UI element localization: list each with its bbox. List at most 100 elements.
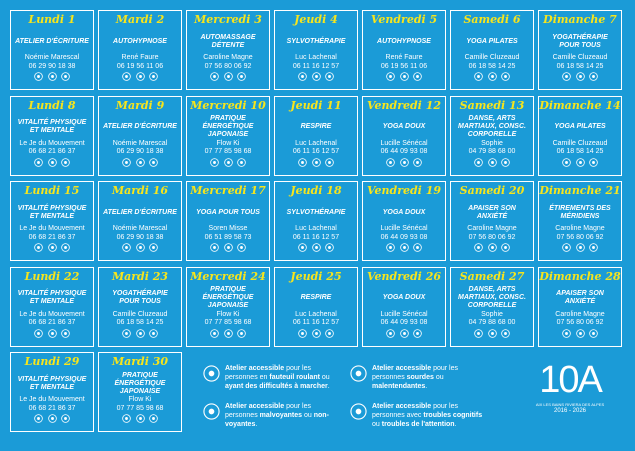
day-title: Lundi 1 xyxy=(28,13,76,26)
phone: 06 11 16 12 57 xyxy=(292,62,340,70)
day-card: Samedi 20 APAISER SON ANXIÉTÉ Caroline Mag… xyxy=(450,181,534,261)
day-title: Jeudi 18 xyxy=(290,184,342,197)
host-name: Le Je du Mouvement xyxy=(19,310,85,318)
phone: 07 77 85 98 68 xyxy=(116,404,164,412)
host-name: Caroline Magne xyxy=(555,225,605,232)
host-name: Camille Cluzeaud xyxy=(552,139,608,147)
legend-item: Atelier accessible pour les personnes so… xyxy=(350,364,485,391)
activity: YOGA PILATES xyxy=(466,37,518,45)
phone: 06 51 89 58 73 xyxy=(204,233,252,241)
accessibility-icons xyxy=(363,239,445,257)
day-title: Mardi 16 xyxy=(111,184,169,197)
phone: 06 68 21 86 37 xyxy=(28,404,76,412)
accessibility-icons xyxy=(363,154,445,172)
phone: 06 18 58 14 25 xyxy=(556,62,604,70)
accessibility-icons xyxy=(99,68,181,86)
phone: 06 11 16 12 57 xyxy=(292,148,340,155)
accessibility-icons xyxy=(11,68,93,86)
day-card: Mardi 2 AUTOHYPNOSE René Faure 06 19 56 11 … xyxy=(98,10,182,90)
host-name: René Faure xyxy=(385,54,423,61)
host-name: Luc Lachenal xyxy=(295,139,337,147)
legend-item: Atelier accessible pour les personnes en… xyxy=(203,364,338,391)
legend-text: . xyxy=(425,383,428,390)
accessibility-icons xyxy=(187,68,269,86)
day-card: Mercredi 3 AUTOMASSAGE DÉTENTE Caroline Ma… xyxy=(186,10,270,90)
day-title: Mardi 23 xyxy=(111,269,169,283)
host-name: Flow Ki xyxy=(216,139,240,147)
host-name: Caroline Magne xyxy=(203,54,253,61)
day-card: Dimanche 7 YOGATHÉRAPIE POUR TOUS Camille … xyxy=(538,10,622,90)
activity: DANSE, ARTS MARTIAUX, CONSC. CORPORELLE xyxy=(458,286,526,309)
day-title: Mardi 9 xyxy=(115,98,165,112)
accessibility-icons xyxy=(99,410,181,428)
accessibility-icons xyxy=(275,239,357,257)
day-title: Mercredi 17 xyxy=(190,184,266,197)
day-title: Dimanche 7 xyxy=(543,13,617,26)
legend-text: Atelier accessible xyxy=(225,365,285,372)
phone: 07 56 80 06 92 xyxy=(556,319,604,326)
phone: 06 44 09 93 08 xyxy=(380,319,428,326)
phone: 06 19 56 11 06 xyxy=(116,62,164,70)
accessibility-icons xyxy=(363,68,445,86)
logo-years: 2016 - 2026 xyxy=(553,408,587,414)
phone: 06 19 56 11 06 xyxy=(380,62,428,70)
day-title: Vendredi 19 xyxy=(366,184,441,197)
phone: 07 77 85 98 68 xyxy=(204,148,252,155)
activity: YOGA POUR TOUS xyxy=(196,208,260,216)
activity: VITALITÉ PHYSIQUE ET MENTALE xyxy=(17,204,87,220)
accessibility-icons xyxy=(451,325,533,343)
host-name: Noémie Marescal xyxy=(112,139,168,147)
day-card: Mercredi 10 PRATIQUE ÉNERGÉTIQUE JAPONAIS… xyxy=(186,95,270,176)
day-title: Dimanche 28 xyxy=(539,269,621,283)
legend-text: ou xyxy=(319,374,330,381)
day-card: Mardi 9 ATELIER D'ÉCRITURE Noémie Marescal… xyxy=(98,95,182,176)
legend-text: troubles de l'attention xyxy=(381,421,455,428)
activity: YOGATHÉRAPIE POUR TOUS xyxy=(552,33,608,49)
activity: VITALITÉ PHYSIQUE ET MENTALE xyxy=(17,375,87,391)
activity: APAISER SON ANXIÉTÉ xyxy=(468,204,516,220)
phone: 06 11 16 12 57 xyxy=(292,319,340,326)
legend-text: Atelier accessible xyxy=(372,365,432,372)
phone: 06 44 09 93 08 xyxy=(380,148,428,155)
host-name: Le Je du Mouvement xyxy=(19,225,85,232)
day-title: Samedi 27 xyxy=(459,269,525,283)
legend-text: . xyxy=(454,421,457,428)
day-title: Jeudi 25 xyxy=(290,269,342,283)
phone: 04 79 88 68 00 xyxy=(468,148,516,155)
day-card: Lundi 29 VITALITÉ PHYSIQUE ET MENTALE Le J… xyxy=(10,352,94,432)
day-title: Mercredi 10 xyxy=(190,98,266,112)
legend-text: fauteuil roulant xyxy=(269,374,320,381)
host-name: Noémie Marescal xyxy=(112,225,168,232)
day-card: Jeudi 4 SYLVOTHÉRAPIE Luc Lachenal 06 11 16… xyxy=(274,10,358,90)
accessibility-icons xyxy=(275,68,357,86)
day-card: Lundi 22 VITALITÉ PHYSIQUE ET MENTALE Le J… xyxy=(10,266,94,347)
accessibility-icons xyxy=(451,68,533,86)
day-card: Samedi 6 YOGA PILATES Camille Cluzeaud 06 1… xyxy=(450,10,534,90)
legend-text: ou xyxy=(302,412,314,419)
activity: PRATIQUE ÉNERGÉTIQUE JAPONAISE xyxy=(114,371,166,395)
phone: 07 56 80 06 92 xyxy=(468,233,516,241)
day-card: Dimanche 28 APAISER SON ANXIÉTÉ Caroline M… xyxy=(538,266,622,347)
host-name: Noémie Marescal xyxy=(24,54,80,61)
day-title: Samedi 6 xyxy=(463,13,521,26)
legend-text: ayant des difficultés à marcher xyxy=(225,383,328,390)
phone: 06 68 21 86 37 xyxy=(28,148,76,155)
host-name: Lucille Sénécal xyxy=(380,225,428,232)
accessibility-icons xyxy=(187,239,269,257)
day-card: Jeudi 11 RESPIRE Luc Lachenal 06 11 16 12 5… xyxy=(274,95,358,176)
phone: 06 29 90 18 38 xyxy=(28,62,76,70)
day-title: Jeudi 11 xyxy=(290,98,342,112)
day-card: Lundi 8 VITALITÉ PHYSIQUE ET MENTALE Le Je… xyxy=(10,95,94,176)
logo-tagline: AIX LES BAINS RIVIERA DES ALPES xyxy=(535,402,605,407)
day-title: Mardi 2 xyxy=(115,13,165,26)
activity: PRATIQUE ÉNERGÉTIQUE JAPONAISE xyxy=(202,286,254,309)
legend-text: Atelier accessible xyxy=(372,403,432,410)
phone: 06 68 21 86 37 xyxy=(28,233,76,241)
phone: 07 77 85 98 68 xyxy=(204,319,252,326)
activity: SYLVOTHÉRAPIE xyxy=(286,208,346,216)
phone: 06 18 58 14 25 xyxy=(116,319,164,326)
activity: ATELIER D'ÉCRITURE xyxy=(15,37,89,45)
activity: YOGA DOUX xyxy=(382,208,426,216)
day-card: Lundi 1 ATELIER D'ÉCRITURE Noémie Marescal… xyxy=(10,10,94,90)
day-card: Mercredi 24 PRATIQUE ÉNERGÉTIQUE JAPONAIS… xyxy=(186,266,270,347)
